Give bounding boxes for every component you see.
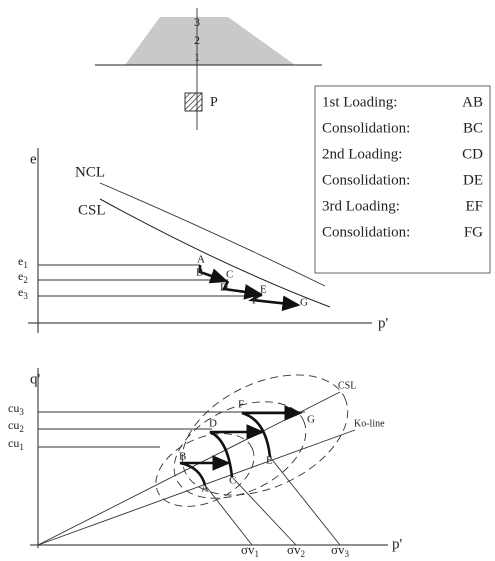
level-label-sub: 1	[19, 442, 24, 452]
point-label: C	[229, 475, 236, 487]
line-label: Ko-line	[354, 418, 385, 429]
legend-segment: CD	[462, 146, 483, 162]
level-label-sub: 1	[23, 260, 28, 270]
path-segment	[242, 413, 300, 457]
level-label: e2	[18, 269, 28, 285]
legend-segment: DE	[463, 172, 483, 188]
level-label: e3	[18, 285, 28, 301]
embankment: 3 2 1 P	[95, 8, 322, 130]
path-segment	[200, 265, 226, 281]
point-label: G	[300, 297, 308, 309]
diagram: 3 2 1 P 1st Loading:ABConsolidation:BC2n…	[0, 0, 495, 561]
legend-step: 1st Loading:	[322, 94, 397, 110]
level-label: cu1	[8, 436, 24, 452]
level-label-base: cu	[8, 401, 19, 415]
point-labels: AB CD EF G	[196, 254, 308, 309]
legend-segment: AB	[462, 94, 483, 110]
path-segment	[224, 281, 260, 294]
legend-segment: FG	[464, 224, 483, 240]
layer-label: 2	[194, 33, 200, 47]
csl-curve	[100, 199, 330, 307]
level-label-sub: 3	[23, 291, 28, 301]
point-label: B	[179, 451, 186, 463]
legend-segment: EF	[465, 198, 483, 214]
axis-label: p'	[392, 536, 403, 552]
curve-label: NCL	[75, 164, 105, 180]
line-label: CSL	[338, 380, 356, 391]
embankment-fill	[125, 17, 295, 65]
stress-label-sub: 1	[255, 549, 260, 559]
level-label-sub: 2	[23, 275, 28, 285]
axis-label: e	[30, 151, 37, 167]
level-label-base: cu	[8, 418, 19, 432]
axis-label: q'	[30, 371, 41, 387]
stress-line	[232, 477, 296, 545]
point-label: C	[226, 269, 233, 281]
point-label: D	[220, 282, 228, 294]
level-label: cu2	[8, 418, 24, 434]
point-label: E	[260, 284, 267, 296]
legend-step: Consolidation:	[322, 120, 410, 136]
point-p-marker	[185, 93, 202, 111]
point-label: D	[209, 418, 217, 430]
stress-label-sub: 2	[301, 549, 306, 559]
level-label: e1	[18, 254, 28, 270]
axis-label: p'	[378, 315, 389, 331]
path-segment	[252, 294, 298, 305]
stress-line	[270, 457, 340, 545]
legend-step: 3rd Loading:	[322, 198, 400, 214]
layer-label: 1	[194, 50, 200, 64]
curve-label: CSL	[78, 202, 106, 218]
point-label: F	[252, 295, 258, 307]
csl-line	[38, 392, 340, 545]
point-label: F	[238, 399, 244, 411]
stress-label-base: σv	[241, 542, 255, 557]
point-label: A	[201, 483, 209, 495]
ncl-curve	[100, 183, 325, 286]
level-label-sub: 3	[19, 407, 24, 417]
layer-label: 3	[194, 15, 200, 29]
point-label: A	[197, 254, 205, 266]
yield-surface	[144, 419, 265, 521]
legend-step: Consolidation:	[322, 224, 410, 240]
stress-label-base: σv	[287, 542, 301, 557]
level-label: cu3	[8, 401, 24, 417]
point-label: G	[307, 414, 315, 426]
stress-label-base: σv	[331, 542, 345, 557]
level-label-base: cu	[8, 436, 19, 450]
point-label: P	[210, 95, 218, 110]
legend-step: Consolidation:	[322, 172, 410, 188]
legend-segment: BC	[463, 120, 483, 136]
level-label-sub: 2	[19, 424, 24, 434]
point-label: B	[196, 267, 203, 279]
legend-step: 2nd Loading:	[322, 146, 402, 162]
legend: 1st Loading: AB Consolidation: BC 2nd Loadin…	[315, 86, 490, 273]
stress-label-sub: 3	[345, 549, 350, 559]
point-label: E	[266, 455, 273, 467]
